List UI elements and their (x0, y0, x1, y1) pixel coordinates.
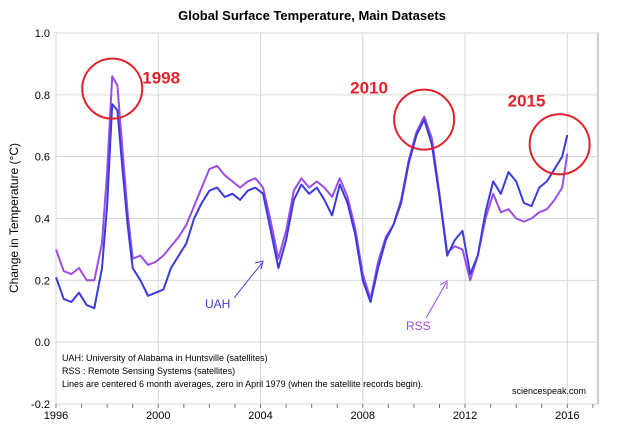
x-tick-label: 2008 (351, 410, 375, 422)
annotation-circle-2015 (528, 113, 591, 176)
chart-title: Global Surface Temperature, Main Dataset… (178, 8, 446, 23)
annotation-circles: 1998 2010 2015 (81, 57, 591, 176)
annotation-year-2010: 2010 (350, 79, 388, 98)
annotation-circle-2010 (393, 88, 456, 151)
series-line-uah (55, 103, 569, 310)
note-rss: RSS : Remote Sensing Systems (satellites… (62, 366, 235, 376)
x-axis: 1996 2000 2004 2008 2012 2016 (44, 404, 594, 422)
rss-pointer-arrow (425, 282, 447, 319)
y-tick-label: 0.8 (35, 90, 50, 102)
y-tick-label: 1.0 (35, 28, 50, 40)
rss-arrow-head (439, 280, 448, 289)
x-tick-label: 2012 (453, 410, 477, 422)
x-tick-label: 2004 (248, 410, 272, 422)
uah-pointer-arrow (233, 262, 263, 299)
uah-arrow-head (254, 260, 264, 270)
x-tick-label: 2000 (146, 410, 170, 422)
annotation-year-1998: 1998 (142, 69, 180, 88)
y-tick-label: 0.0 (35, 337, 50, 349)
note-uah: UAH: University of Alabama in Huntsville… (62, 353, 268, 363)
x-tick-label: 2016 (555, 410, 579, 422)
gridlines (55, 32, 598, 405)
y-tick-label: 0.6 (35, 152, 50, 164)
y-tick-label: -0.2 (31, 399, 50, 411)
y-axis: -0.2 0.0 0.2 0.4 0.6 0.8 1.0 (31, 28, 50, 411)
note-method: Lines are centered 6 month averages, zer… (62, 379, 423, 389)
uah-series-label: UAH (205, 297, 230, 311)
y-axis-label: Change in Temperature (°C) (7, 143, 21, 293)
y-tick-label: 0.2 (35, 275, 50, 287)
annotation-year-2015: 2015 (508, 91, 546, 110)
credit-text: sciencespeak.com (512, 386, 586, 396)
x-tick-label: 1996 (44, 410, 68, 422)
annotation-circle-1998 (81, 57, 144, 120)
rss-series-label: RSS (406, 319, 431, 333)
y-tick-label: 0.4 (35, 214, 50, 226)
